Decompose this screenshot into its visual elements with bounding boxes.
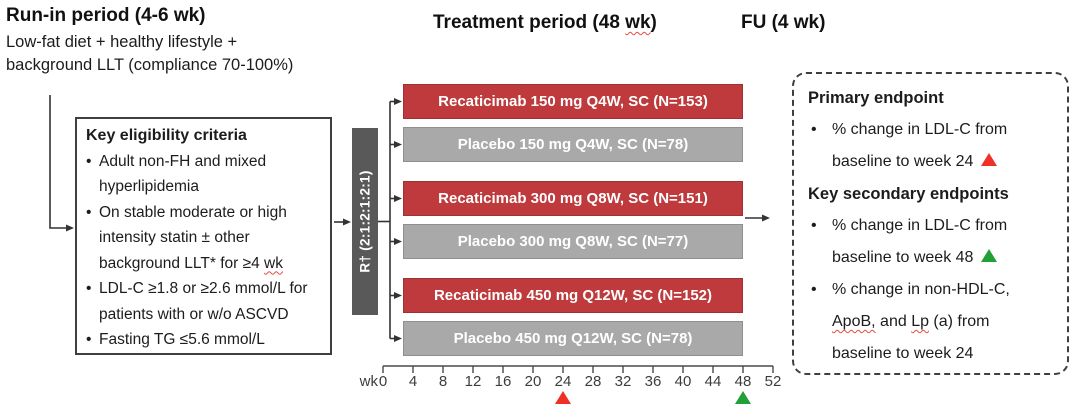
primary-endpoint-text: % change in LDL-C from baseline to week … bbox=[832, 121, 1008, 170]
arm-label: Recaticimab 300 mg Q8W, SC (N=151) bbox=[438, 190, 708, 207]
eligibility-bullet-statin-squiggle: wk bbox=[264, 254, 283, 272]
arm-recaticimab-300-q8w: Recaticimab 300 mg Q8W, SC (N=151) bbox=[403, 181, 743, 216]
axis-unit-label: wk bbox=[359, 373, 378, 390]
endpoints-panel: Primary endpoint % change in LDL-C from … bbox=[792, 72, 1069, 375]
runin-period-title: Run-in period (4-6 wk) bbox=[6, 5, 206, 26]
arm-label: Placebo 300 mg Q8W, SC (N=77) bbox=[457, 233, 689, 250]
treatment-title-text: Treatment period (48 bbox=[433, 12, 626, 33]
primary-endpoint-bullet: % change in LDL-C from baseline to week … bbox=[808, 114, 1053, 178]
lipids-text-2: and bbox=[875, 313, 912, 330]
arm-recaticimab-450-q12w: Recaticimab 450 mg Q12W, SC (N=152) bbox=[403, 278, 743, 313]
axis-tick-36: 36 bbox=[644, 373, 662, 390]
followup-period-title: FU (4 wk) bbox=[741, 12, 826, 33]
arm-label: Recaticimab 150 mg Q4W, SC (N=153) bbox=[438, 93, 708, 110]
eligibility-title: Key eligibility criteria bbox=[86, 127, 247, 144]
axis-tick-28: 28 bbox=[584, 373, 602, 390]
primary-endpoint-title: Primary endpoint bbox=[808, 89, 944, 107]
arm-recaticimab-150-q4w: Recaticimab 150 mg Q4W, SC (N=153) bbox=[403, 84, 743, 119]
arm-placebo-150-q4w: Placebo 150 mg Q4W, SC (N=78) bbox=[403, 127, 743, 162]
axis-tick-44: 44 bbox=[704, 373, 722, 390]
arm-label: Recaticimab 450 mg Q12W, SC (N=152) bbox=[433, 287, 713, 304]
axis-tick-52: 52 bbox=[764, 373, 782, 390]
axis-tick-48: 48 bbox=[734, 373, 752, 390]
week-axis bbox=[382, 365, 774, 373]
week48-secondary-marker-icon bbox=[735, 391, 751, 404]
eligibility-bullet-tg: Fasting TG ≤5.6 mmol/L bbox=[86, 327, 321, 353]
runin-period-subtitle: Low-fat diet + healthy lifestyle + backg… bbox=[6, 33, 294, 74]
axis-tick-40: 40 bbox=[674, 373, 692, 390]
secondary-endpoint-bullet-lipids: % change in non-HDL-C, ApoB, and Lp (a) … bbox=[808, 274, 1053, 370]
eligibility-bullet-statin: On stable moderate or high intensity sta… bbox=[86, 200, 321, 277]
week48-marker-icon bbox=[980, 249, 997, 262]
arm-label: Placebo 450 mg Q12W, SC (N=78) bbox=[453, 330, 693, 347]
axis-tick-32: 32 bbox=[614, 373, 632, 390]
treatment-period-title: Treatment period (48 wk) bbox=[433, 12, 657, 34]
secondary-endpoint-bullet-ldlc: % change in LDL-C from baseline to week … bbox=[808, 210, 1053, 274]
week24-marker-icon bbox=[980, 153, 997, 166]
treatment-title-suffix: ) bbox=[650, 12, 657, 33]
axis-tick-12: 12 bbox=[464, 373, 482, 390]
axis-tick-24: 24 bbox=[554, 373, 572, 390]
axis-tick-8: 8 bbox=[438, 373, 448, 390]
lipids-text-3: (a) from baseline to week 24 bbox=[832, 313, 990, 362]
lipids-apob-squiggle: ApoB, bbox=[832, 313, 876, 330]
arm-label: Placebo 150 mg Q4W, SC (N=78) bbox=[457, 136, 689, 153]
axis-tick-16: 16 bbox=[494, 373, 512, 390]
week24-primary-marker-icon bbox=[555, 391, 571, 404]
runin-to-eligibility-arrow bbox=[49, 95, 74, 232]
eligibility-bullet-population: Adult non-FH and mixed hyperlipidemia bbox=[86, 149, 321, 200]
lipids-text-1: % change in non-HDL-C, bbox=[832, 281, 1010, 298]
secondary-endpoint-ldlc-text: % change in LDL-C from baseline to week … bbox=[832, 217, 1008, 266]
secondary-endpoints-title: Key secondary endpoints bbox=[808, 185, 1009, 203]
treatment-title-squiggle-text: wk bbox=[625, 12, 651, 33]
axis-tick-4: 4 bbox=[408, 373, 418, 390]
randomization-ratio-label: R† (2:1:2:1:2:1) bbox=[357, 170, 373, 273]
eligibility-bullet-ldlc: LDL-C ≥1.8 or ≥2.6 mmol/L for patients w… bbox=[86, 276, 321, 327]
eligibility-bullet-statin-text: On stable moderate or high intensity sta… bbox=[99, 203, 287, 272]
randomization-bar: R† (2:1:2:1:2:1) bbox=[352, 128, 378, 315]
arm-placebo-450-q12w: Placebo 450 mg Q12W, SC (N=78) bbox=[403, 321, 743, 356]
arm-placebo-300-q8w: Placebo 300 mg Q8W, SC (N=77) bbox=[403, 224, 743, 259]
axis-tick-0: 0 bbox=[378, 373, 388, 390]
lipids-lp-squiggle: Lp bbox=[911, 313, 929, 330]
eligibility-criteria-box: Key eligibility criteria Adult non-FH an… bbox=[75, 117, 332, 355]
axis-tick-20: 20 bbox=[524, 373, 542, 390]
